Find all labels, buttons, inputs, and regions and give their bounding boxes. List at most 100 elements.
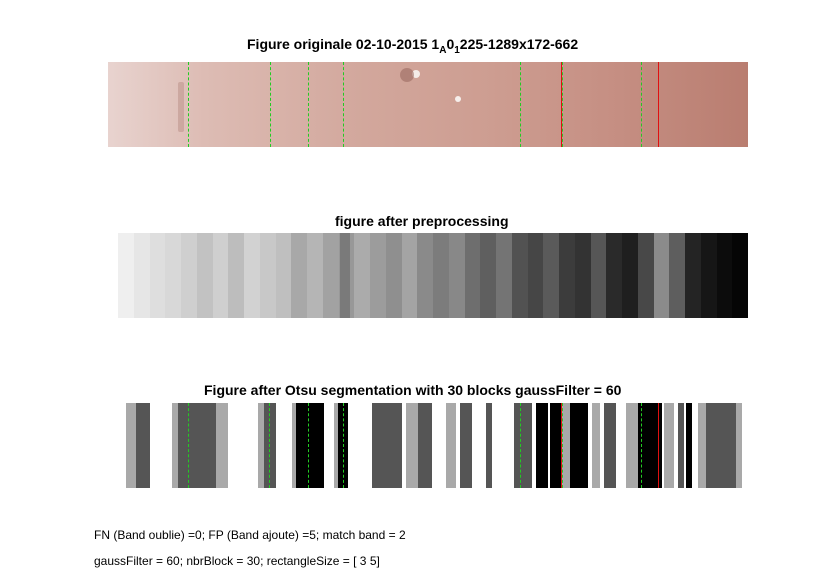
otsu-segment (258, 403, 264, 488)
otsu-segment (178, 403, 194, 488)
title-original-sub-a: A (439, 44, 447, 56)
gray-stripe (606, 233, 623, 318)
gray-stripe (717, 233, 734, 318)
otsu-segment (486, 403, 492, 488)
gray-stripe (528, 233, 545, 318)
otsu-segment (296, 403, 324, 488)
title-original-prefix: Figure originale 02-10-2015 1 (247, 36, 440, 52)
gray-stripe (197, 233, 214, 318)
gray-stripe (165, 233, 182, 318)
detected-band-line (269, 403, 270, 488)
gray-stripe (244, 233, 261, 318)
otsu-segment (550, 403, 562, 488)
detected-band-line (562, 403, 563, 488)
gray-stripe (685, 233, 702, 318)
stain-spot (400, 68, 414, 82)
caption-parameters: gaussFilter = 60; nbrBlock = 30; rectang… (94, 554, 380, 568)
otsu-segment (536, 403, 548, 488)
gray-stripe (307, 233, 324, 318)
otsu-segment (334, 403, 338, 488)
otsu-segment (372, 403, 402, 488)
gray-stripe (622, 233, 639, 318)
gray-stripe (449, 233, 466, 318)
gray-stripe (134, 233, 151, 318)
reference-band-line (658, 403, 659, 488)
otsu-segment (292, 403, 296, 488)
otsu-segment (460, 403, 472, 488)
detected-band-line (343, 403, 344, 488)
title-original-mid: 0 (446, 36, 455, 52)
otsu-segment (406, 403, 418, 488)
gray-stripe (669, 233, 686, 318)
gray-stripe (559, 233, 576, 318)
gray-stripe (370, 233, 387, 318)
otsu-segment (604, 403, 616, 488)
gray-stripe (654, 233, 671, 318)
otsu-segment (570, 403, 588, 488)
detected-band-line (520, 403, 521, 488)
title-original-suffix: 225-1289x172-662 (459, 36, 579, 52)
otsu-segment (446, 403, 456, 488)
otsu-segment (664, 403, 674, 488)
title-otsu: Figure after Otsu segmentation with 30 b… (204, 382, 622, 398)
gray-stripe (496, 233, 513, 318)
detected-band-line (641, 62, 642, 147)
otsu-segment (172, 403, 178, 488)
otsu-segment (136, 403, 150, 488)
otsu-segment (678, 403, 684, 488)
otsu-segment (698, 403, 706, 488)
gray-stripe (512, 233, 529, 318)
gray-stripe (340, 233, 350, 318)
detected-band-line (308, 62, 309, 147)
gray-stripe (323, 233, 340, 318)
gray-stripe (575, 233, 592, 318)
stain-spot (178, 82, 184, 132)
stain-spot (412, 70, 420, 78)
gray-stripe (150, 233, 167, 318)
title-original: Figure originale 02-10-2015 1A01225-1289… (247, 36, 578, 56)
detected-band-line (270, 62, 271, 147)
detected-band-line (343, 62, 344, 147)
gray-stripe (181, 233, 198, 318)
detected-band-line (188, 403, 189, 488)
otsu-segment (562, 403, 570, 488)
otsu-segment (194, 403, 216, 488)
title-original-sub-1: 1 (454, 44, 460, 56)
gray-stripe (228, 233, 245, 318)
gray-stripe (260, 233, 277, 318)
gray-stripe (543, 233, 560, 318)
detected-band-line (562, 62, 563, 147)
otsu-segment (216, 403, 228, 488)
reference-band-line (658, 62, 659, 147)
gray-stripe (480, 233, 497, 318)
reference-band-line (561, 62, 562, 147)
detected-band-line (641, 403, 642, 488)
otsu-segment (264, 403, 276, 488)
detected-band-line (520, 62, 521, 147)
otsu-segment (736, 403, 742, 488)
gray-stripe (638, 233, 655, 318)
gray-stripe (118, 233, 135, 318)
otsu-segment (706, 403, 736, 488)
otsu-segment (126, 403, 136, 488)
gray-stripe (354, 233, 371, 318)
otsu-segment (592, 403, 600, 488)
gray-stripe (701, 233, 718, 318)
detected-band-line (188, 62, 189, 147)
otsu-segment (686, 403, 692, 488)
gray-stripe (276, 233, 293, 318)
otsu-segment (626, 403, 638, 488)
otsu-segmentation-panel (126, 403, 748, 488)
detected-band-line (308, 403, 309, 488)
gray-stripe (291, 233, 308, 318)
caption-band-stats: FN (Band oublie) =0; FP (Band ajoute) =5… (94, 528, 406, 542)
otsu-segment (418, 403, 432, 488)
gray-stripe (732, 233, 748, 318)
gray-stripe (433, 233, 450, 318)
original-image-panel (108, 62, 748, 147)
gray-stripe (465, 233, 482, 318)
gray-stripe (417, 233, 434, 318)
gray-stripe (213, 233, 230, 318)
otsu-segment (514, 403, 532, 488)
stain-spot (455, 96, 461, 102)
